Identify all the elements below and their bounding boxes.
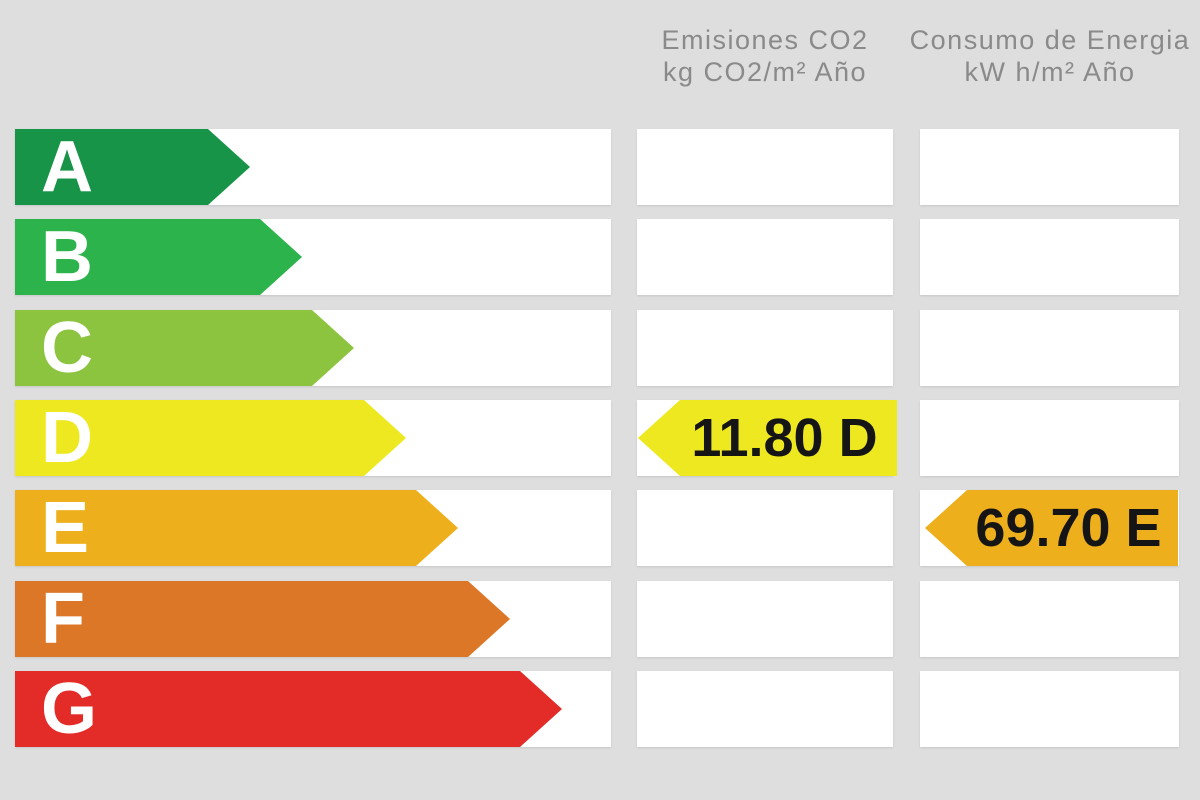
rating-letter-g: G (41, 669, 98, 749)
emissions-cell-c (637, 310, 893, 386)
consumption-cell-c (920, 310, 1179, 386)
rating-bar-c: C (15, 310, 354, 386)
emissions-cell-b (637, 219, 893, 295)
rating-letter-e: E (41, 488, 90, 568)
emissions-cell-g (637, 671, 893, 747)
rating-letter-d: D (41, 398, 93, 478)
emissions-value-indicator: 11.80 D (638, 400, 897, 476)
emissions-header-line1: Emisiones CO2 (661, 25, 869, 55)
rating-bar-a: A (15, 129, 250, 205)
rating-bar-g: G (15, 671, 562, 747)
rating-row-f: F (0, 581, 1200, 657)
consumption-cell-d (920, 400, 1179, 476)
rating-row-g: G (0, 671, 1200, 747)
emissions-value-text: 11.80 D (691, 408, 878, 468)
consumption-cell-f (920, 581, 1179, 657)
rating-row-e: E 69.70 E (0, 490, 1200, 566)
consumption-header-line1: Consumo de Energia (909, 25, 1191, 55)
consumption-value-indicator: 69.70 E (925, 490, 1178, 566)
rating-bar-d: D (15, 400, 406, 476)
rating-letter-b: B (41, 217, 93, 297)
emissions-cell-f (637, 581, 893, 657)
rating-bar-f: F (15, 581, 510, 657)
rating-letter-a: A (41, 127, 93, 207)
consumption-value-text: 69.70 E (975, 498, 1162, 558)
emissions-cell-e (637, 490, 893, 566)
emissions-header-line2: kg CO2/m² Año (662, 57, 868, 87)
rating-row-b: B (0, 219, 1200, 295)
emissions-cell-a (637, 129, 893, 205)
rating-row-d: D 11.80 D (0, 400, 1200, 476)
consumption-cell-g (920, 671, 1179, 747)
consumption-cell-b (920, 219, 1179, 295)
rating-row-c: C (0, 310, 1200, 386)
consumption-cell-a (920, 129, 1179, 205)
consumption-column-header: Consumo de Energia kW h/m² Año (900, 24, 1200, 88)
rating-row-a: A (0, 129, 1200, 205)
rating-letter-c: C (41, 308, 93, 388)
emissions-column-header: Emisiones CO2 kg CO2/m² Año (615, 24, 915, 88)
rating-bar-e: E (15, 490, 458, 566)
rating-letter-f: F (41, 579, 85, 659)
consumption-header-line2: kW h/m² Año (964, 57, 1136, 87)
rating-bar-b: B (15, 219, 302, 295)
